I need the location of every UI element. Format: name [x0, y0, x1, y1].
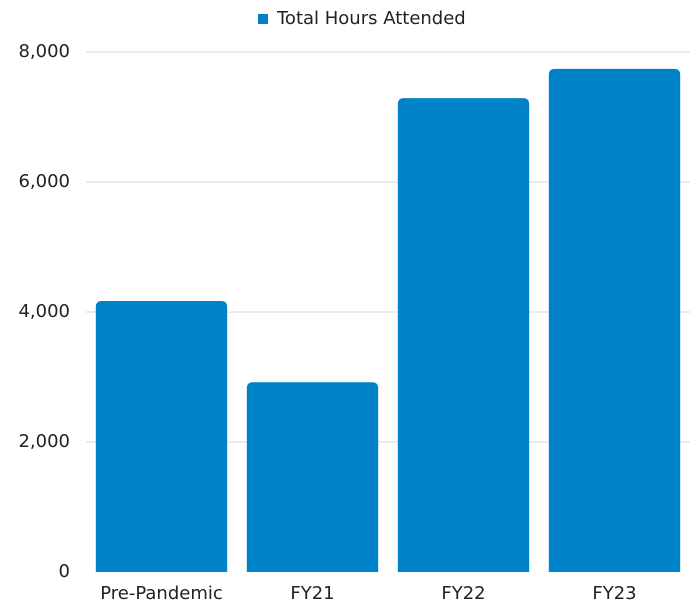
y-tick-label: 0	[59, 561, 70, 582]
x-tick-label: Pre-Pandemic	[100, 583, 223, 604]
y-tick-label: 6,000	[18, 171, 70, 192]
legend-swatch	[258, 14, 268, 24]
x-tick-label: FY23	[592, 583, 636, 604]
y-tick-label: 4,000	[18, 301, 70, 322]
bar	[246, 382, 379, 572]
y-tick-label: 2,000	[18, 431, 70, 452]
bar	[397, 98, 530, 573]
x-tick-label: FY22	[441, 583, 485, 604]
legend-label: Total Hours Attended	[276, 8, 466, 29]
x-tick-label: FY21	[290, 583, 334, 604]
y-tick-label: 8,000	[18, 41, 70, 62]
bar	[95, 300, 228, 572]
bar	[548, 68, 681, 573]
